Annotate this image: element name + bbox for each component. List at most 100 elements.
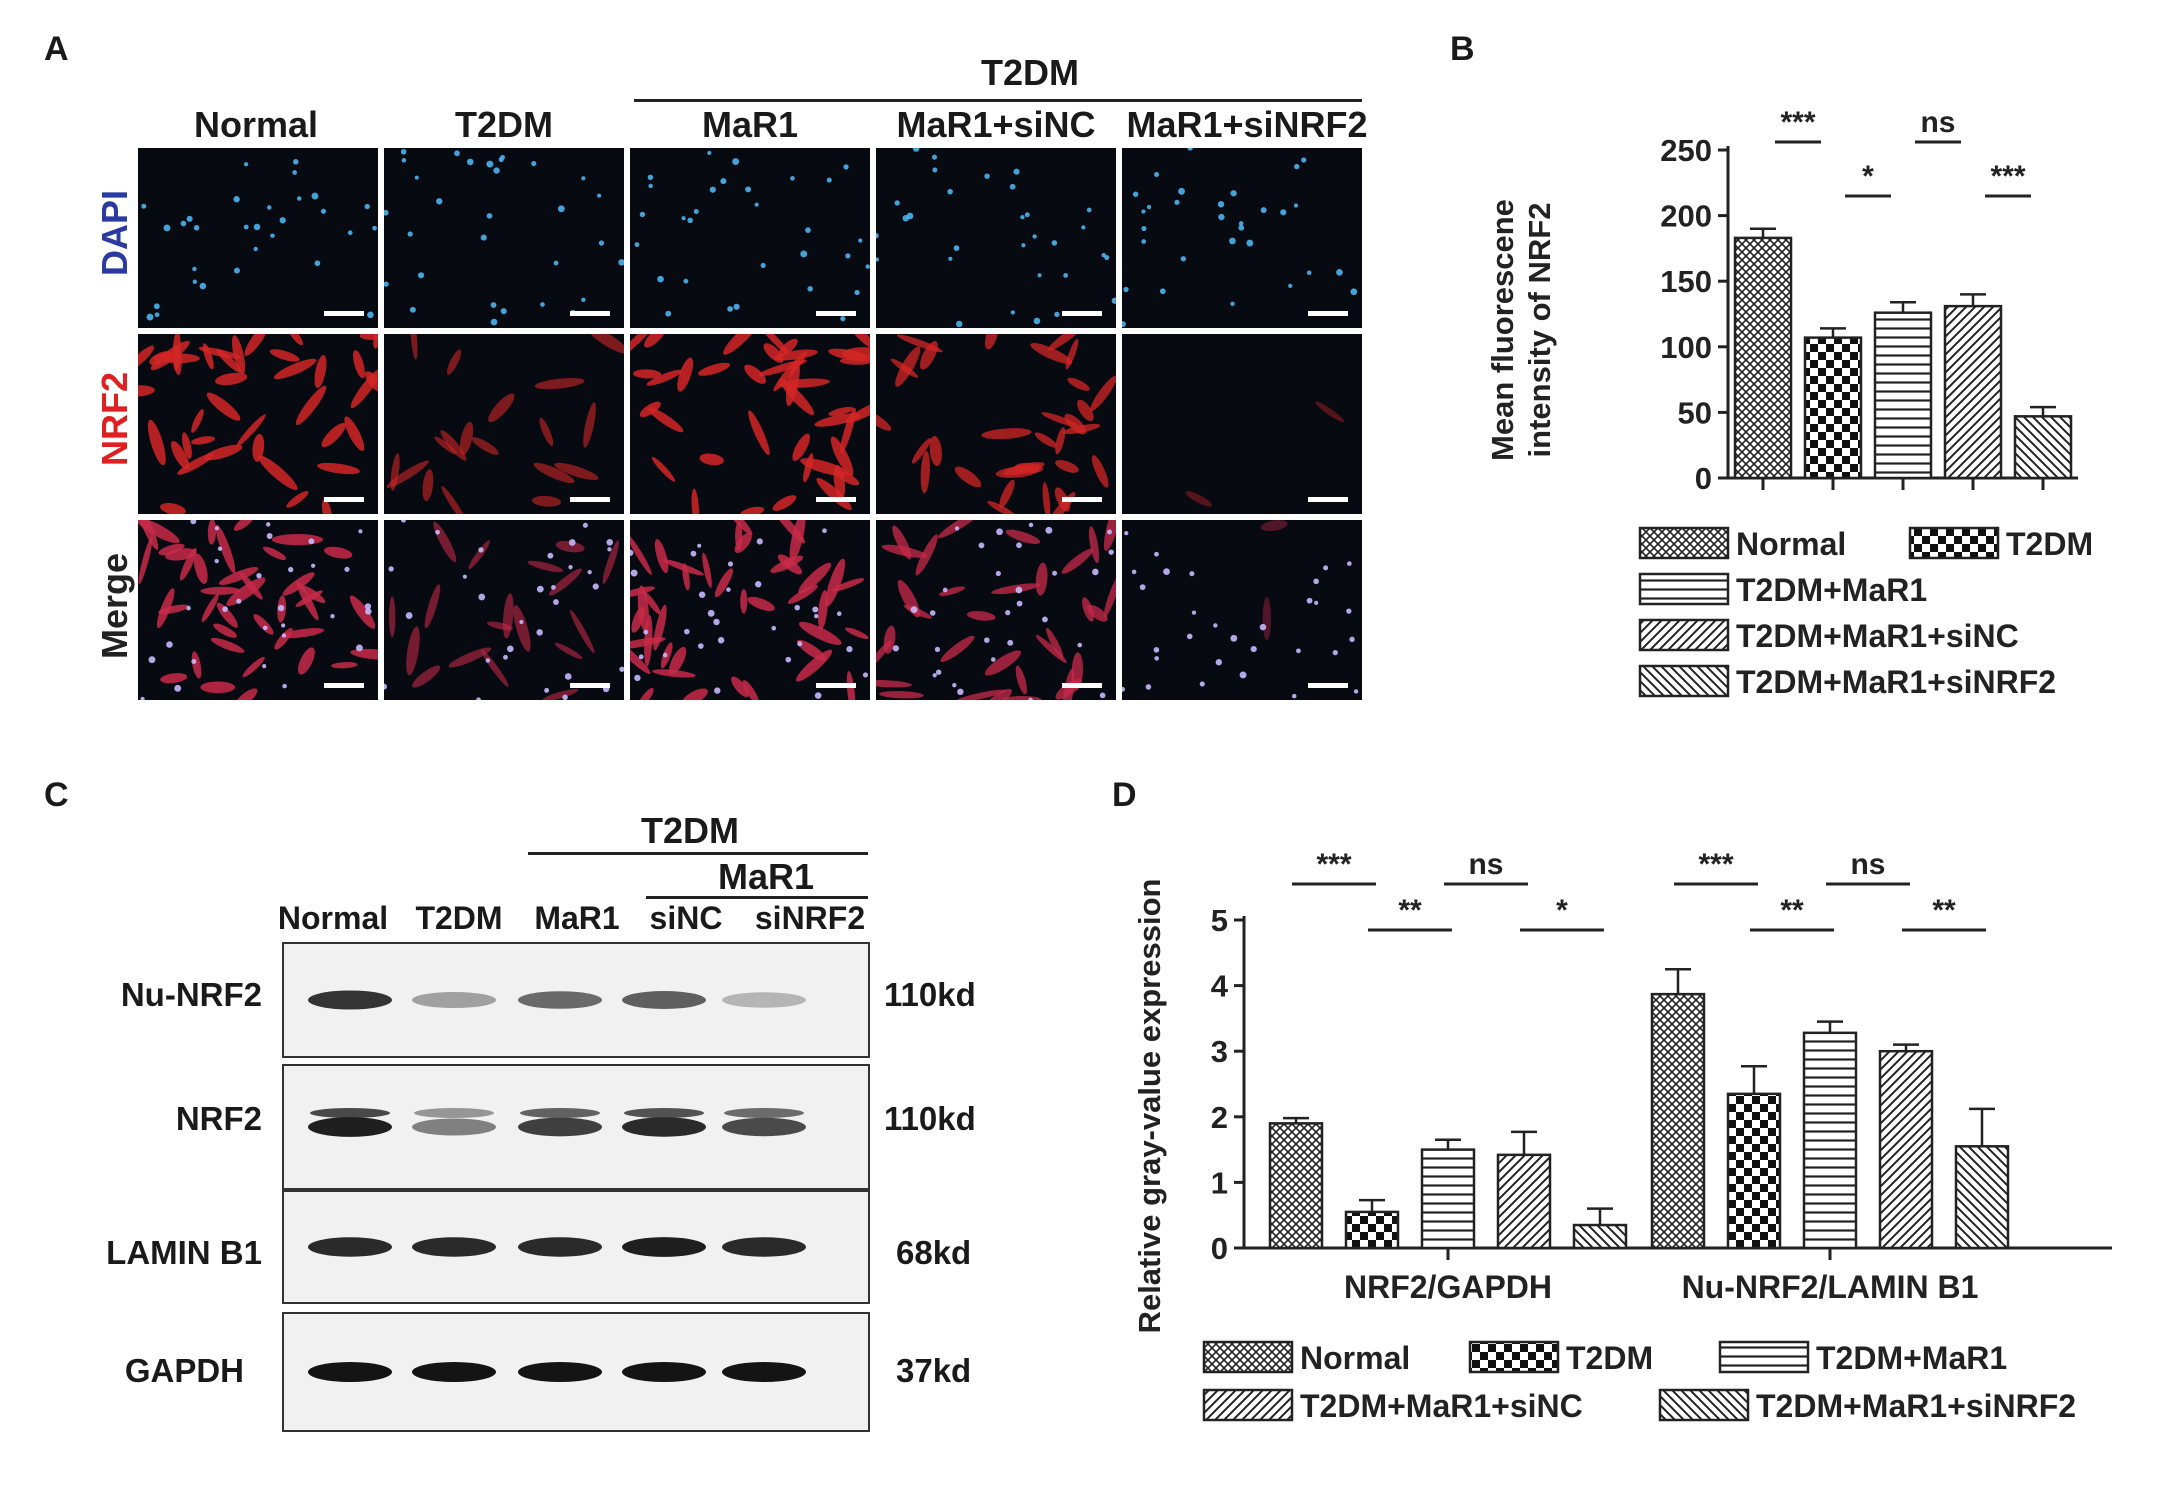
micrograph-nrf2-mar1-sinc [876, 334, 1116, 514]
scale-bar [1308, 311, 1348, 316]
blot-nu-nrf2 [282, 942, 870, 1058]
scale-bar [1062, 683, 1102, 688]
legend-label-normal: Normal [1736, 526, 1846, 562]
micrograph-dapi-mar1-sinc [876, 148, 1116, 328]
scale-bar [324, 497, 364, 502]
panel-b-bar-chart: Mean fluorescene intensity of NRF2 0 50 10… [1485, 106, 2093, 700]
panel-a-col-normal: Normal [193, 104, 319, 145]
band [622, 1362, 706, 1382]
micrograph-nrf2-t2dm [384, 334, 624, 514]
panel-c-lane-mar1: MaR1 [534, 900, 620, 936]
blot-lamin-b1 [282, 1190, 870, 1304]
micrograph-dapi-mar1-sinrf2 [1122, 148, 1362, 328]
band [308, 1362, 392, 1382]
significance-label: ns [1920, 106, 1955, 139]
bar-nrf2-gapdh-t2dm [1344, 1210, 1400, 1250]
band-upper [624, 1108, 704, 1118]
band [518, 1362, 602, 1382]
scale-bar [324, 311, 364, 316]
band-upper [520, 1108, 600, 1118]
blot-size-gapdh: 37kd [896, 1352, 972, 1389]
bar-t2dm-mar1-sinc [1943, 304, 2003, 480]
panel-c-subgroup-label: MaR1 [717, 856, 815, 897]
legend-swatch-t2dm-mar1-sinrf2 [1658, 1388, 1750, 1422]
y-tick-label: 2 [1211, 1100, 1228, 1135]
band [308, 1237, 392, 1257]
scale-bar [324, 683, 364, 688]
micrograph-dapi-normal [138, 148, 378, 328]
legend-label-t2dm-mar1: T2DM+MaR1 [1816, 1340, 2007, 1376]
panel-a-group-line [634, 99, 1362, 102]
micrograph-dapi-mar1 [630, 148, 870, 328]
blot-size-nrf2: 110kd [884, 1100, 976, 1137]
scale-bar [570, 683, 610, 688]
y-tick-label: 250 [1660, 133, 1712, 168]
bar-nrf2-gapdh-t2dm-mar1-sinrf2 [1572, 1223, 1628, 1250]
significance-label: ** [1932, 894, 1956, 927]
legend-swatch-t2dm-mar1-sinrf2 [1638, 664, 1730, 698]
legend-label-normal: Normal [1300, 1340, 1410, 1376]
panel-d-ylabel: Relative gray-value expression [1132, 879, 1167, 1334]
panel-a-row-merge: Merge [94, 552, 135, 660]
band [518, 991, 602, 1009]
panel-a-letter: A [44, 30, 69, 68]
significance-label: ns [1468, 848, 1503, 881]
band [308, 990, 392, 1010]
significance-label: * [1862, 160, 1874, 193]
panel-a-row-dapi: DAPI [94, 190, 135, 277]
micrograph-merge-normal [138, 520, 378, 700]
panel-c-group-label: T2DM [641, 810, 739, 851]
significance-label: ** [1398, 894, 1422, 927]
band [518, 1237, 602, 1257]
legend-swatch-t2dm-mar1 [1638, 572, 1730, 606]
significance-label: * [1556, 894, 1568, 927]
blot-label-gapdh: GAPDH [124, 1352, 244, 1389]
legend-swatch-t2dm [1468, 1340, 1560, 1374]
bar-nrf2-gapdh-t2dm-mar1 [1420, 1148, 1476, 1250]
micrograph-dapi-t2dm [384, 148, 624, 328]
significance-label: *** [1990, 160, 2025, 193]
scale-bar [816, 683, 856, 688]
legend-label-t2dm-mar1-sinc: T2DM+MaR1+siNC [1736, 618, 2019, 654]
scale-bar [816, 311, 856, 316]
panel-c-letter: C [44, 776, 69, 814]
legend-label-t2dm-mar1-sinc: T2DM+MaR1+siNC [1300, 1388, 1583, 1424]
bar-nu-nrf2-lamin-b1-t2dm-mar1-sinrf2 [1954, 1145, 2010, 1250]
y-tick-label: 1 [1211, 1165, 1228, 1200]
significance-label: *** [1316, 848, 1351, 881]
band [308, 1117, 392, 1137]
bar-t2dm-mar1 [1873, 311, 1933, 480]
bar-t2dm-mar1-sinrf2 [2013, 415, 2073, 480]
micrograph-merge-mar1-sinc [876, 520, 1116, 700]
panel-c-group-line [528, 852, 868, 855]
group-label-nrf2-gapdh: NRF2/GAPDH [1344, 1269, 1552, 1305]
y-tick-label: 4 [1211, 969, 1229, 1004]
band [722, 1362, 806, 1382]
bar-normal [1733, 236, 1793, 480]
y-tick-label: 3 [1211, 1034, 1228, 1069]
micrograph-nrf2-normal [138, 334, 378, 514]
band [722, 1237, 806, 1257]
significance-label: *** [1698, 848, 1733, 881]
bar-t2dm [1803, 336, 1863, 480]
blot-size-nu-nrf2: 110kd [884, 976, 976, 1013]
blot-label-nu-nrf2: Nu-NRF2 [120, 976, 262, 1013]
panel-d-letter: D [1112, 776, 1137, 814]
panel-a-col-t2dm: T2DM [455, 104, 553, 145]
micrograph-nrf2-mar1 [630, 334, 870, 514]
legend-swatch-normal [1202, 1340, 1294, 1374]
bar-nrf2-gapdh-t2dm-mar1-sinc [1496, 1153, 1552, 1250]
panel-b-letter: B [1450, 30, 1475, 68]
panel-c-lane-sinrf2: siNRF2 [754, 900, 866, 936]
bar-nu-nrf2-lamin-b1-t2dm [1726, 1092, 1782, 1250]
legend-swatch-t2dm-mar1-sinc [1638, 618, 1730, 652]
band [722, 992, 806, 1008]
y-tick-label: 100 [1660, 330, 1712, 365]
legend-label-t2dm-mar1-sinrf2: T2DM+MaR1+siNRF2 [1736, 664, 2056, 700]
panel-b-ylabel-line1: Mean fluorescene [1485, 199, 1520, 461]
band [622, 1117, 706, 1137]
y-tick-label: 0 [1695, 461, 1712, 496]
y-tick-label: 50 [1678, 395, 1712, 430]
scale-bar [570, 311, 610, 316]
bar-nu-nrf2-lamin-b1-normal [1650, 992, 1706, 1250]
